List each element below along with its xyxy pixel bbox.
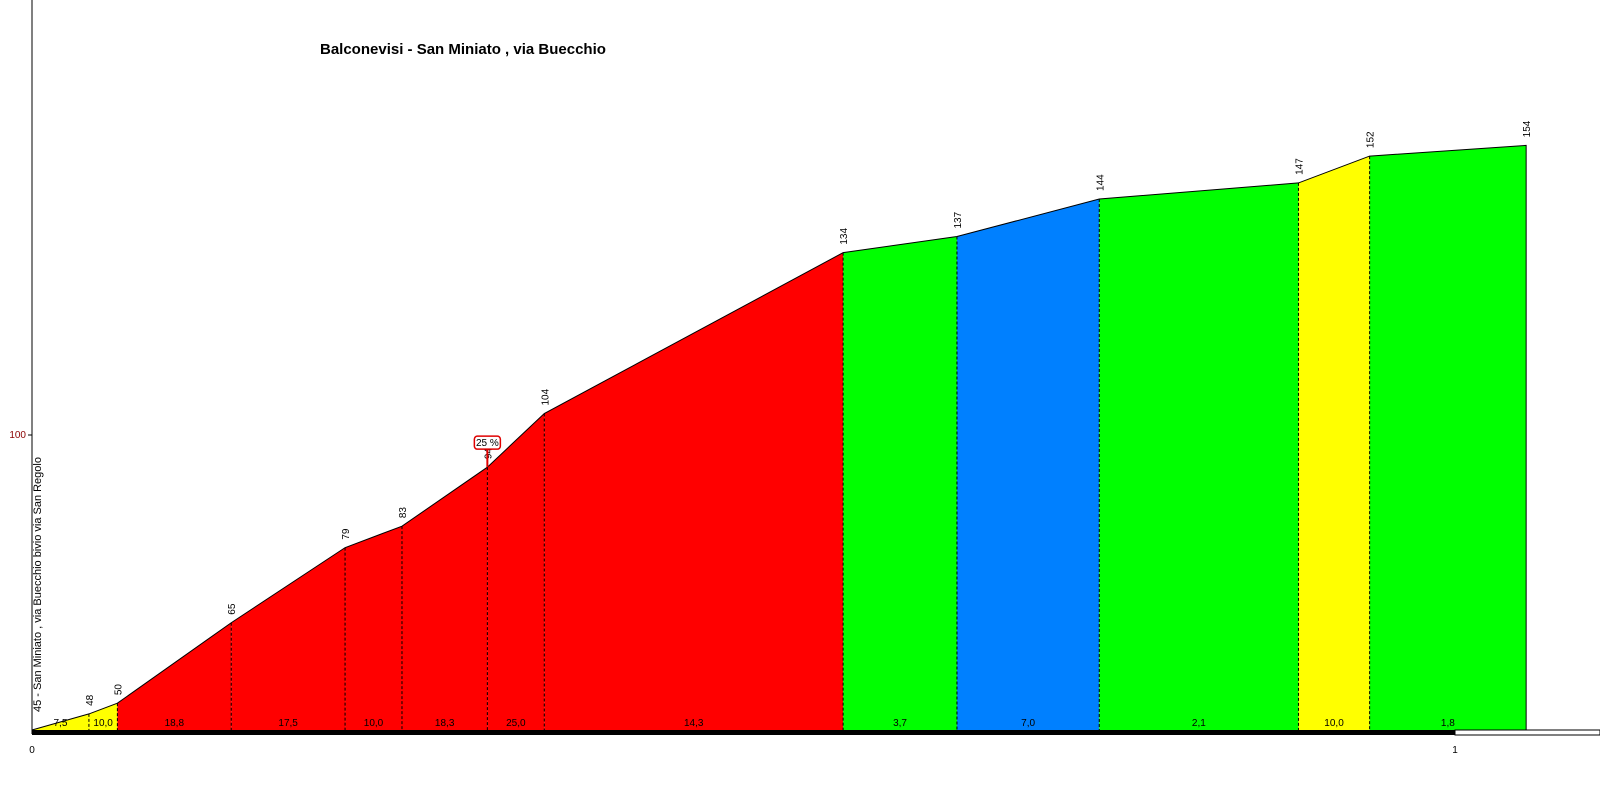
elevation-label: 83 [398, 507, 409, 519]
grade-label: 25,0 [506, 718, 526, 729]
profile-areas [32, 145, 1527, 731]
grade-label: 2,1 [1192, 718, 1206, 729]
grade-label: 17,5 [278, 718, 298, 729]
grade-label: 7,5 [54, 718, 68, 729]
grade-label: 3,7 [893, 718, 907, 729]
grade-label: 7,0 [1021, 718, 1035, 729]
grade-label: 18,3 [435, 718, 455, 729]
x-tick-label: 0 [29, 745, 35, 756]
segment-area [1099, 182, 1299, 731]
segment-area [1369, 145, 1527, 730]
grade-label: 10,0 [364, 718, 384, 729]
x-tick-label: 1 [1452, 745, 1458, 756]
axes [31, 0, 1600, 736]
segment-area [231, 547, 346, 730]
elevation-label: 154 [1522, 120, 1533, 137]
max-grade-marker: 25 % [473, 435, 502, 468]
segment-area [345, 526, 402, 730]
elevation-labels: 48 50 65 79 83 94 104 134 137 144 147 152 154 [85, 120, 1533, 706]
elevation-label: 147 [1294, 158, 1305, 175]
chart-title: Balconevisi - San Miniato , via Buecchio [320, 41, 606, 58]
elevation-label: 65 [227, 603, 238, 615]
elevation-label: 50 [113, 684, 124, 696]
elevation-label: 134 [839, 228, 850, 245]
start-location-label: 45 - San Miniato , via Buecchio bivio vi… [32, 457, 44, 712]
segment-dividers [88, 156, 1371, 730]
grade-label: 1,8 [1441, 718, 1455, 729]
elevation-label: 137 [953, 211, 964, 228]
grade-label: 10,0 [93, 718, 113, 729]
elevation-label: 94 [483, 448, 494, 460]
segment-area [956, 199, 1100, 730]
profile-outline [31, 144, 1527, 731]
grade-labels: 7,5 10,0 18,8 17,5 10,0 18,3 25,0 14,3 3,7 7,0 2,1… [54, 718, 1456, 729]
elevation-label: 152 [1366, 131, 1377, 148]
grade-label: 14,3 [684, 718, 704, 729]
elevation-label: 79 [341, 528, 352, 540]
segment-area [117, 622, 232, 730]
y-ticks: 100 [9, 430, 32, 441]
y-tick-label: 100 [9, 430, 26, 441]
grade-label: 18,8 [165, 718, 185, 729]
segment-area [843, 236, 957, 730]
elevation-label: 144 [1095, 174, 1106, 191]
distance-bar-white [1454, 729, 1600, 736]
segment-area [544, 252, 844, 731]
max-grade-box [473, 435, 502, 450]
elevation-label: 104 [540, 388, 551, 405]
segment-area [88, 703, 118, 730]
segment-area [487, 413, 545, 730]
segment-area [401, 467, 488, 730]
grade-label: 10,0 [1324, 718, 1344, 729]
distance-bar-black [32, 730, 1455, 735]
elevation-label: 48 [85, 694, 96, 706]
segment-area [1298, 156, 1370, 730]
max-grade-label: 25 % [476, 438, 499, 449]
